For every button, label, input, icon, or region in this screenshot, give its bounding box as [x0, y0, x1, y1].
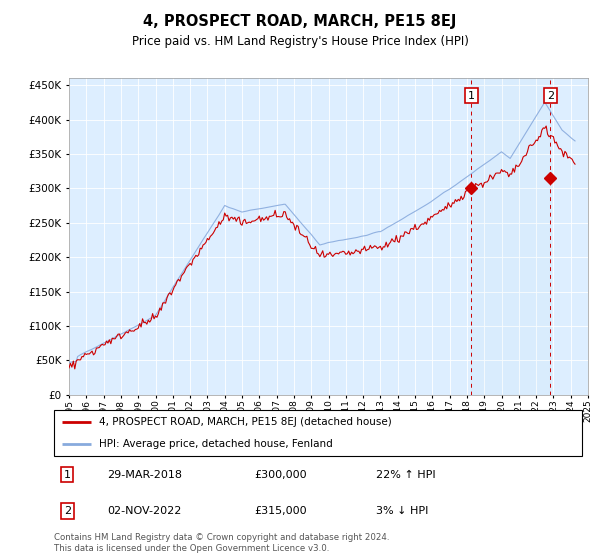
- Text: 1: 1: [64, 470, 71, 479]
- Text: HPI: Average price, detached house, Fenland: HPI: Average price, detached house, Fenl…: [99, 439, 332, 449]
- Text: 3% ↓ HPI: 3% ↓ HPI: [376, 506, 428, 516]
- Text: 1: 1: [468, 91, 475, 101]
- Text: 22% ↑ HPI: 22% ↑ HPI: [376, 470, 436, 479]
- Text: Contains HM Land Registry data © Crown copyright and database right 2024.
This d: Contains HM Land Registry data © Crown c…: [54, 533, 389, 553]
- Text: 4, PROSPECT ROAD, MARCH, PE15 8EJ: 4, PROSPECT ROAD, MARCH, PE15 8EJ: [143, 14, 457, 29]
- Text: 02-NOV-2022: 02-NOV-2022: [107, 506, 181, 516]
- Bar: [471, 78, 550, 395]
- Text: £300,000: £300,000: [254, 470, 307, 479]
- Text: 29-MAR-2018: 29-MAR-2018: [107, 470, 182, 479]
- Text: £315,000: £315,000: [254, 506, 307, 516]
- Text: 2: 2: [547, 91, 554, 101]
- Text: 2: 2: [64, 506, 71, 516]
- Text: 4, PROSPECT ROAD, MARCH, PE15 8EJ (detached house): 4, PROSPECT ROAD, MARCH, PE15 8EJ (detac…: [99, 417, 392, 427]
- Text: Price paid vs. HM Land Registry's House Price Index (HPI): Price paid vs. HM Land Registry's House …: [131, 35, 469, 48]
